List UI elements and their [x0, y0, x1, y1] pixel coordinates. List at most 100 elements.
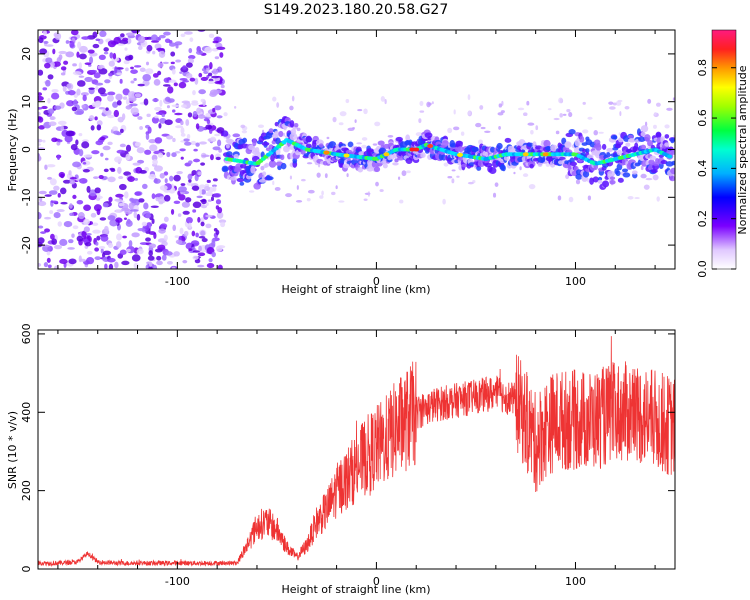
spectrogram-noise-blob: [68, 258, 77, 265]
spectrogram-noise-blob: [49, 116, 56, 121]
spectrogram-noise-blob: [150, 34, 159, 42]
spectrogram-speckle: [582, 101, 586, 105]
spectrogram-halo: [488, 166, 497, 175]
spectrogram-noise-blob: [78, 53, 87, 60]
snr-marks: [38, 336, 675, 568]
spectrogram-speckle: [274, 186, 281, 191]
spectrogram-noise-blob: [121, 260, 130, 266]
spectrogram-noise-blob: [99, 30, 107, 38]
colorbar-label: Normalized spectral amplitude: [736, 65, 749, 234]
spectrogram-noise-blob: [159, 172, 165, 179]
spectrogram-noise-blob: [217, 264, 223, 269]
spectrogram-speckle: [272, 180, 275, 186]
spectrogram-noise-blob: [164, 251, 173, 256]
spectrogram-noise-blob: [137, 35, 146, 44]
spectrogram-halo: [476, 165, 482, 171]
spectrogram-noise-blob: [204, 186, 211, 191]
spectrogram-noise-blob: [170, 208, 175, 215]
spectrogram-speckle: [397, 176, 401, 180]
spectrogram-speckle: [272, 96, 277, 102]
spectrogram-noise-blob: [169, 175, 174, 182]
spectrogram-noise-blob: [82, 168, 90, 173]
spectrogram-x-tick-label: 0: [373, 275, 380, 288]
spectrogram-halo: [239, 181, 245, 186]
spectrogram-noise-blob: [179, 227, 184, 235]
spectrogram-noise-blob: [60, 72, 66, 76]
spectrogram-noise-blob: [107, 176, 116, 183]
spectrogram-noise-blob: [200, 204, 207, 209]
spectrogram-speckle: [523, 112, 528, 117]
snr-y-tick-label: 0: [20, 566, 33, 573]
spectrogram-noise-blob: [213, 227, 218, 232]
spectrogram-halo: [242, 137, 248, 144]
spectrogram-speckle: [480, 126, 486, 130]
spectrogram-noise-blob: [188, 47, 193, 54]
spectrogram-noise-blob: [38, 125, 45, 130]
spectrogram-speckle: [301, 178, 306, 182]
spectrogram-noise-blob: [150, 205, 159, 209]
spectrogram-speckle: [618, 132, 621, 136]
spectrogram-noise-blob: [180, 127, 185, 134]
spectrogram-noise-blob: [163, 171, 169, 176]
colorbar-tick-label: 0.4: [696, 160, 709, 178]
spectrogram-noise-blob: [38, 190, 47, 195]
spectrogram-noise-blob: [38, 237, 45, 244]
spectrogram-noise-blob: [93, 204, 102, 212]
spectrogram-noise-blob: [115, 67, 124, 70]
spectrogram-noise-blob: [115, 93, 123, 101]
spectrogram-noise-blob: [173, 82, 178, 87]
spectrogram-noise-blob: [158, 123, 162, 129]
spectrogram-noise-blob: [153, 165, 163, 172]
spectrogram-speckle: [361, 144, 367, 149]
spectrogram-halo: [252, 138, 257, 147]
spectrogram-noise-blob: [103, 168, 109, 173]
spectrogram-noise-blob: [193, 148, 198, 152]
spectrogram-speckle: [241, 130, 248, 134]
spectrogram-noise-blob: [113, 130, 120, 135]
spectrogram-speckle: [295, 199, 303, 203]
spectrogram-noise-blob: [63, 60, 69, 65]
spectrogram-halo: [669, 175, 675, 182]
spectrogram-noise-blob: [180, 183, 186, 186]
spectrogram-noise-blob: [141, 221, 148, 227]
spectrogram-noise-blob: [168, 79, 177, 83]
spectrogram-noise-blob: [205, 191, 214, 197]
spectrogram-noise-blob: [138, 198, 145, 203]
spectrogram-speckle: [498, 126, 501, 130]
spectrogram-noise-blob: [76, 235, 83, 242]
spectrogram-noise-blob: [38, 116, 44, 123]
spectrogram-noise-blob: [197, 171, 202, 176]
spectrogram-noise-blob: [50, 200, 59, 204]
spectrogram-speckle: [467, 181, 474, 185]
spectrogram-noise-blob: [123, 191, 129, 199]
spectrogram-noise-blob: [134, 65, 142, 68]
spectrogram-halo: [574, 139, 581, 147]
spectrogram-noise-blob: [166, 135, 174, 140]
spectrogram-noise-blob: [115, 209, 121, 213]
spectrogram-noise-blob: [49, 210, 54, 214]
spectrogram-noise-blob: [193, 158, 201, 163]
spectrogram-halo: [501, 164, 506, 172]
spectrogram-noise-blob: [95, 85, 99, 91]
spectrogram-noise-blob: [127, 91, 137, 99]
spectrogram-noise-blob: [59, 258, 68, 265]
spectrogram-noise-blob: [91, 150, 100, 155]
spectrogram-noise-blob: [197, 252, 206, 257]
spectrogram-noise-blob: [215, 199, 222, 205]
spectrogram-noise-blob: [151, 116, 159, 124]
spectrogram-noise-blob: [108, 263, 114, 269]
spectrogram-speckle: [447, 127, 453, 134]
spectrogram-noise-blob: [143, 98, 149, 106]
spectrogram-speckle: [645, 177, 653, 181]
spectrogram-speckle: [643, 184, 650, 190]
spectrogram-noise-blob: [80, 92, 89, 96]
spectrogram-halo: [250, 166, 256, 174]
spectrogram-noise-blob: [173, 251, 180, 257]
spectrogram-noise-blob: [204, 46, 213, 54]
spectrogram-noise-blob: [117, 43, 125, 46]
spectrogram-noise-blob: [200, 230, 206, 237]
spectrogram-noise-blob: [87, 49, 95, 54]
spectrogram-speckle: [460, 131, 465, 136]
spectrogram-noise-blob: [57, 139, 63, 143]
spectrogram-noise-blob: [110, 168, 116, 172]
